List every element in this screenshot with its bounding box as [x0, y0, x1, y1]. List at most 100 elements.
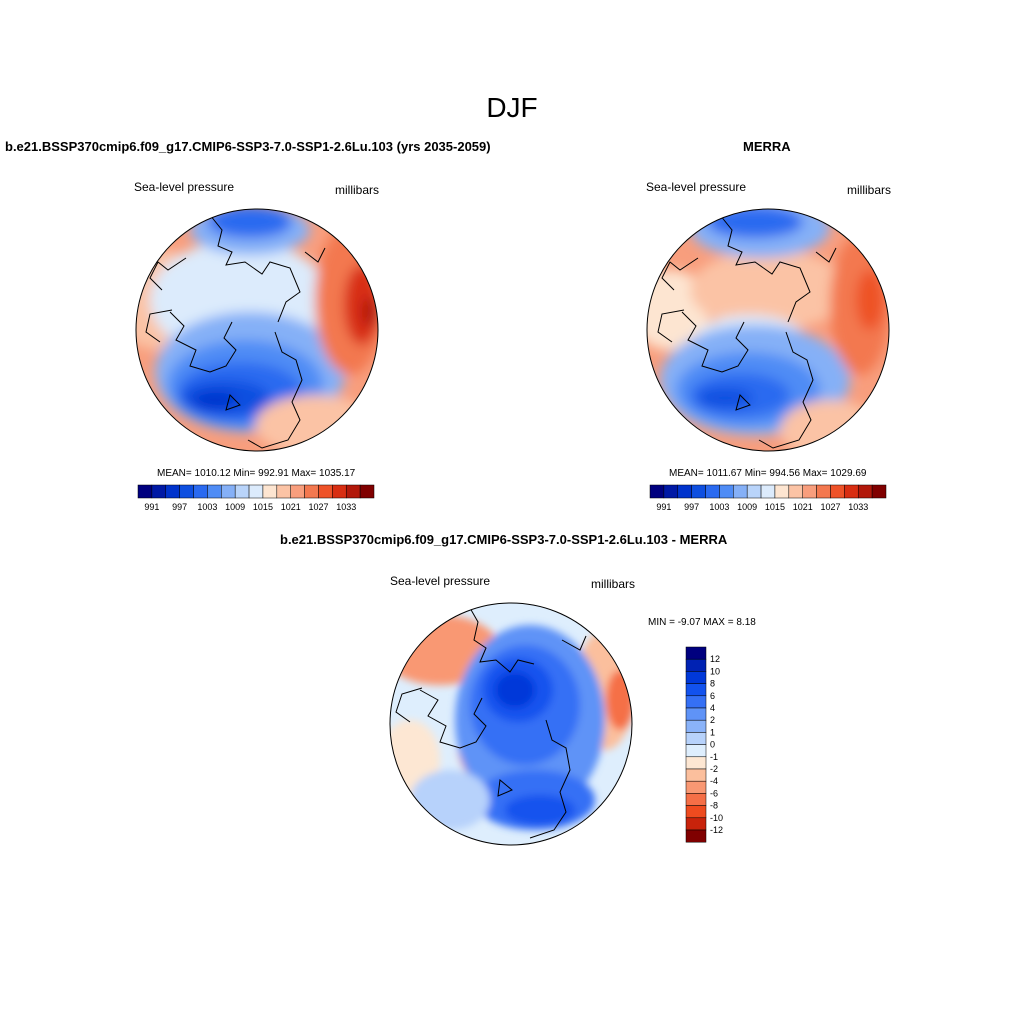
obs-colorbar-tick-label: 997 — [684, 502, 699, 512]
diff-colorbar-box — [685, 695, 707, 709]
model-colorbar-box — [359, 484, 375, 499]
diff-units-label: millibars — [591, 577, 636, 591]
model-colorbar-box — [234, 484, 250, 499]
diff-colorbar-box — [685, 805, 707, 819]
obs-units-label: millibars — [847, 183, 892, 197]
obs-colorbar-box — [816, 484, 831, 499]
diff-colorbar-box — [685, 646, 707, 660]
diff-colorbar-box — [685, 829, 707, 843]
diff-colorbar-box — [685, 780, 707, 794]
obs-colorbar-box — [691, 484, 706, 499]
diff-colorbar-tick-label: 2 — [710, 715, 715, 725]
diff-colorbar-tick-label: -12 — [710, 825, 723, 835]
diff-colorbar-box — [685, 756, 707, 770]
model-colorbar-tick-label: 991 — [144, 502, 159, 512]
model-colorbar-box — [179, 484, 194, 499]
obs-stats: MEAN= 1011.67 Min= 994.56 Max= 1029.69 — [669, 468, 867, 479]
model-colorbar-box — [345, 484, 361, 499]
obs-sea-level-pressure-map — [646, 208, 890, 452]
model-colorbar-box — [193, 484, 208, 499]
main-title: DJF — [486, 92, 538, 123]
diff-colorbar-tick-label: -10 — [710, 813, 723, 823]
obs-colorbar-box — [760, 484, 776, 499]
diff-colorbar-tick-label: -4 — [710, 776, 718, 786]
obs-colorbar-tick-label: 1003 — [709, 502, 729, 512]
obs-colorbar-box — [871, 484, 887, 499]
diff-colorbar-tick-label: 10 — [710, 666, 720, 676]
obs-colorbar-box — [677, 484, 692, 499]
obs-colorbar-box — [649, 484, 665, 499]
model-colorbar-box — [262, 484, 278, 499]
model-units-label: millibars — [335, 183, 380, 197]
model-colorbar-box — [318, 484, 333, 499]
model-colorbar-tick-label: 1027 — [308, 502, 328, 512]
diff-colorbar-tick-label: 1 — [710, 727, 715, 737]
diff-colorbar-box — [685, 683, 707, 697]
obs-colorbar-tick-label: 1015 — [765, 502, 785, 512]
diff-colorbar-box — [685, 744, 707, 758]
diff-sea-level-pressure-map — [389, 602, 633, 846]
diff-colorbar-tick-label: -1 — [710, 752, 718, 762]
obs-colorbar-box — [802, 484, 817, 499]
model-colorbar-tick-label: 1015 — [253, 502, 273, 512]
diff-colorbar-box — [685, 658, 707, 672]
model-variable-label: Sea-level pressure — [134, 180, 235, 194]
obs-colorbar-box — [705, 484, 720, 499]
diff-colorbar-box — [685, 671, 707, 684]
model-colorbar-box — [248, 484, 264, 499]
diff-colorbar-box — [685, 768, 707, 782]
obs-colorbar-tick-label: 1033 — [848, 502, 868, 512]
model-colorbar-box — [137, 484, 153, 499]
diff-colorbar-tick-label: -8 — [710, 801, 718, 811]
model-colorbar-tick-label: 997 — [172, 502, 187, 512]
obs-colorbar-box — [719, 484, 734, 499]
model-panel-title: b.e21.BSSP370cmip6.f09_g17.CMIP6-SSP3-7.… — [5, 139, 491, 154]
model-colorbar-tick-label: 1003 — [197, 502, 217, 512]
model-colorbar-tick-label: 1021 — [281, 502, 301, 512]
model-stats: MEAN= 1010.12 Min= 992.91 Max= 1035.17 — [157, 468, 356, 479]
obs-colorbar-box — [733, 484, 748, 499]
model-sea-level-pressure-map — [135, 208, 379, 452]
model-colorbar-box — [221, 484, 236, 499]
obs-colorbar-box — [830, 484, 845, 499]
diff-colorbar-box — [685, 817, 707, 831]
obs-colorbar-box — [746, 484, 762, 499]
model-colorbar-tick-label: 1033 — [336, 502, 356, 512]
obs-colorbar: 991 997 1003 1009 1015 1021 1027 1033 — [649, 484, 887, 512]
model-colorbar-box — [165, 484, 180, 499]
obs-panel-title: MERRA — [743, 139, 791, 154]
diff-colorbar-tick-label: 0 — [710, 740, 715, 750]
model-colorbar-box — [290, 484, 305, 499]
obs-colorbar-box — [844, 484, 859, 499]
diff-colorbar-tick-label: 8 — [710, 679, 715, 689]
diff-variable-label: Sea-level pressure — [390, 574, 491, 588]
obs-colorbar-tick-label: 1021 — [793, 502, 813, 512]
diff-colorbar-box — [685, 793, 707, 806]
diff-panel-title: b.e21.BSSP370cmip6.f09_g17.CMIP6-SSP3-7.… — [280, 532, 728, 547]
obs-colorbar-box — [663, 484, 679, 499]
model-colorbar-box — [207, 484, 222, 499]
model-colorbar-tick-label: 1009 — [225, 502, 245, 512]
model-colorbar-box — [151, 484, 167, 499]
model-colorbar-box — [304, 484, 319, 499]
diff-colorbar-tick-label: -2 — [710, 764, 718, 774]
diff-colorbar-tick-label: 4 — [710, 703, 715, 713]
obs-colorbar-box — [788, 484, 803, 499]
diff-colorbar-box — [685, 732, 707, 745]
diff-stats: MIN = -9.07 MAX = 8.18 — [648, 617, 756, 628]
obs-colorbar-tick-label: 991 — [656, 502, 671, 512]
diff-colorbar-tick-label: 12 — [710, 654, 720, 664]
obs-colorbar-tick-label: 1009 — [737, 502, 757, 512]
model-colorbar: 991 997 1003 1009 1015 1021 1027 1033 — [137, 484, 375, 512]
model-colorbar-box — [276, 484, 291, 499]
diff-colorbar-tick-label: -6 — [710, 788, 718, 798]
obs-colorbar-tick-label: 1027 — [820, 502, 840, 512]
diff-colorbar-box — [685, 707, 707, 721]
obs-colorbar-box — [774, 484, 790, 499]
obs-colorbar-box — [857, 484, 873, 499]
obs-variable-label: Sea-level pressure — [646, 180, 747, 194]
model-colorbar-box — [332, 484, 347, 499]
diff-colorbar-box — [685, 719, 707, 733]
